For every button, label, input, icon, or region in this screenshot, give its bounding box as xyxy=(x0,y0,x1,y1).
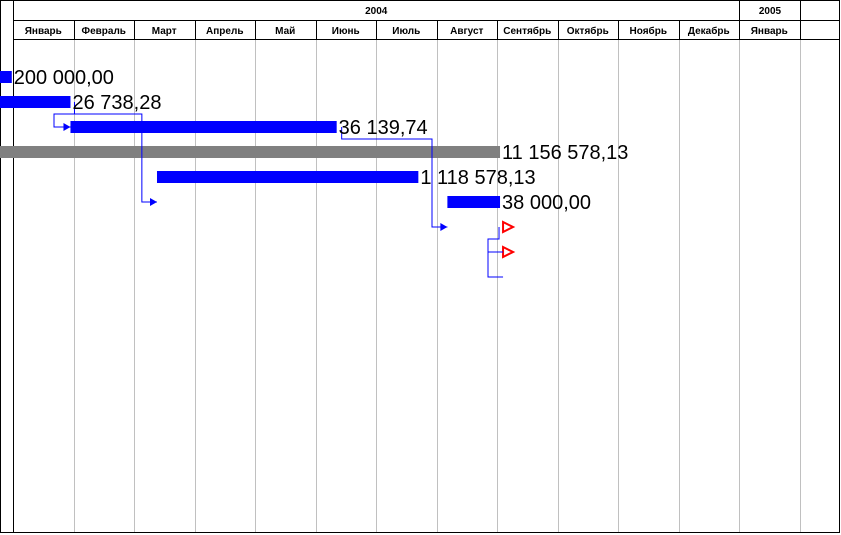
connector-arrowhead xyxy=(63,123,71,131)
month-label: Июль xyxy=(392,26,420,37)
task-value-label: 11 156 578,13 xyxy=(502,142,628,164)
task-value-label: 26 738,28 xyxy=(72,92,161,114)
connector-arrowhead xyxy=(440,223,448,231)
task-bar-t6 xyxy=(447,196,501,208)
year-label-2005: 2005 xyxy=(759,6,782,17)
month-label: Август xyxy=(450,26,483,37)
month-label: Декабрь xyxy=(688,25,730,37)
dependency-connector xyxy=(487,252,504,278)
milestone-arrow xyxy=(502,220,516,234)
month-label: Май xyxy=(275,26,295,37)
dependency-connector xyxy=(487,227,504,253)
connector-arrowhead xyxy=(149,198,157,206)
task-bar-t3 xyxy=(70,121,337,133)
month-label: Ноябрь xyxy=(630,25,667,37)
month-label: Октябрь xyxy=(567,25,609,37)
task-bars xyxy=(0,71,516,259)
dependency-connector xyxy=(341,127,448,228)
task-value-label: 36 139,74 xyxy=(339,117,428,139)
month-label: Июнь xyxy=(332,26,360,37)
task-value-label: 1 118 578,13 xyxy=(420,167,535,189)
dependency-connector xyxy=(53,102,75,128)
dependency-connector xyxy=(74,113,157,203)
milestone-arrow xyxy=(502,245,516,259)
month-label: Февраль xyxy=(82,26,126,37)
task-bar-t2 xyxy=(0,96,71,108)
task-value-label: 200 000,00 xyxy=(14,67,114,89)
bar-labels: 200 000,00 26 738,28 36 139,74 11 156 578,1… xyxy=(14,67,629,214)
month-label: Март xyxy=(152,26,177,37)
month-label: Сентябрь xyxy=(503,25,551,37)
timescale-header: 2004 2005 Январь Февраль Март Апрель Май Июнь Ию… xyxy=(13,0,840,40)
task-bar-t1 xyxy=(0,71,12,83)
month-label: Апрель xyxy=(206,26,243,37)
dependency-links xyxy=(53,102,504,278)
task-bar-t4 xyxy=(0,146,501,158)
month-label: Январь xyxy=(25,26,62,37)
month-label: Январь xyxy=(751,26,788,37)
task-value-label: 38 000,00 xyxy=(502,192,591,214)
task-bar-t5 xyxy=(156,171,419,183)
year-label-2004: 2004 xyxy=(365,6,388,17)
